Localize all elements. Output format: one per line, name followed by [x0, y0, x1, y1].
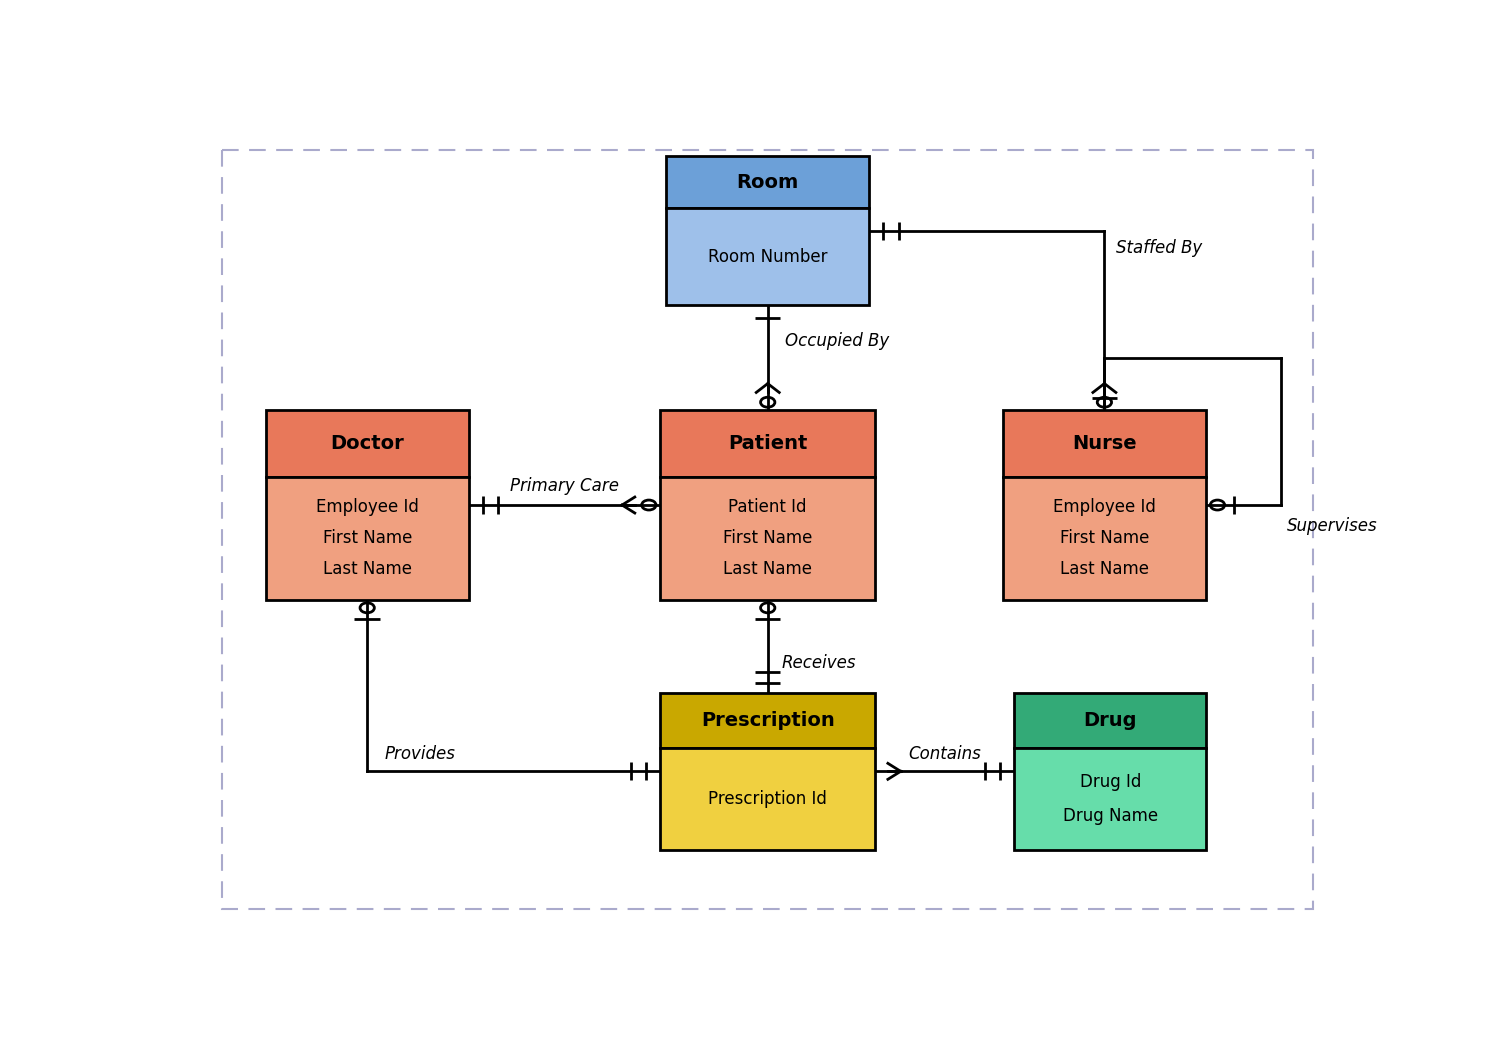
Text: Occupied By: Occupied By — [785, 331, 890, 350]
Text: Drug Id: Drug Id — [1080, 772, 1141, 791]
Text: Patient Id: Patient Id — [728, 499, 807, 517]
Bar — [1014, 747, 1206, 850]
Text: Last Name: Last Name — [724, 560, 812, 578]
Text: Drug: Drug — [1083, 711, 1137, 729]
Text: Room Number: Room Number — [709, 247, 827, 266]
Bar — [265, 477, 469, 599]
Bar — [661, 747, 875, 850]
Bar — [265, 410, 469, 477]
Bar — [661, 477, 875, 599]
Text: Primary Care: Primary Care — [509, 477, 619, 496]
Bar — [661, 410, 875, 477]
Bar — [667, 156, 869, 209]
Text: Last Name: Last Name — [322, 560, 412, 578]
Text: First Name: First Name — [322, 529, 412, 547]
Text: Contains: Contains — [908, 745, 981, 763]
Text: Provides: Provides — [385, 745, 455, 763]
Text: First Name: First Name — [724, 529, 812, 547]
Text: Prescription Id: Prescription Id — [709, 790, 827, 808]
Text: First Name: First Name — [1059, 529, 1149, 547]
Text: Employee Id: Employee Id — [1053, 499, 1156, 517]
Text: Nurse: Nurse — [1073, 434, 1137, 453]
Text: Doctor: Doctor — [331, 434, 404, 453]
Text: Receives: Receives — [782, 654, 857, 673]
Text: Staffed By: Staffed By — [1116, 239, 1203, 257]
Text: Supervises: Supervises — [1287, 517, 1378, 536]
Text: Last Name: Last Name — [1061, 560, 1149, 578]
Bar — [1002, 410, 1206, 477]
Bar — [1014, 693, 1206, 747]
Text: Employee Id: Employee Id — [316, 499, 418, 517]
Text: Room: Room — [737, 173, 798, 192]
Text: Patient: Patient — [728, 434, 807, 453]
Bar — [661, 693, 875, 747]
Bar — [1002, 477, 1206, 599]
Text: Drug Name: Drug Name — [1062, 807, 1158, 825]
Bar — [667, 209, 869, 305]
Text: Prescription: Prescription — [701, 711, 834, 729]
